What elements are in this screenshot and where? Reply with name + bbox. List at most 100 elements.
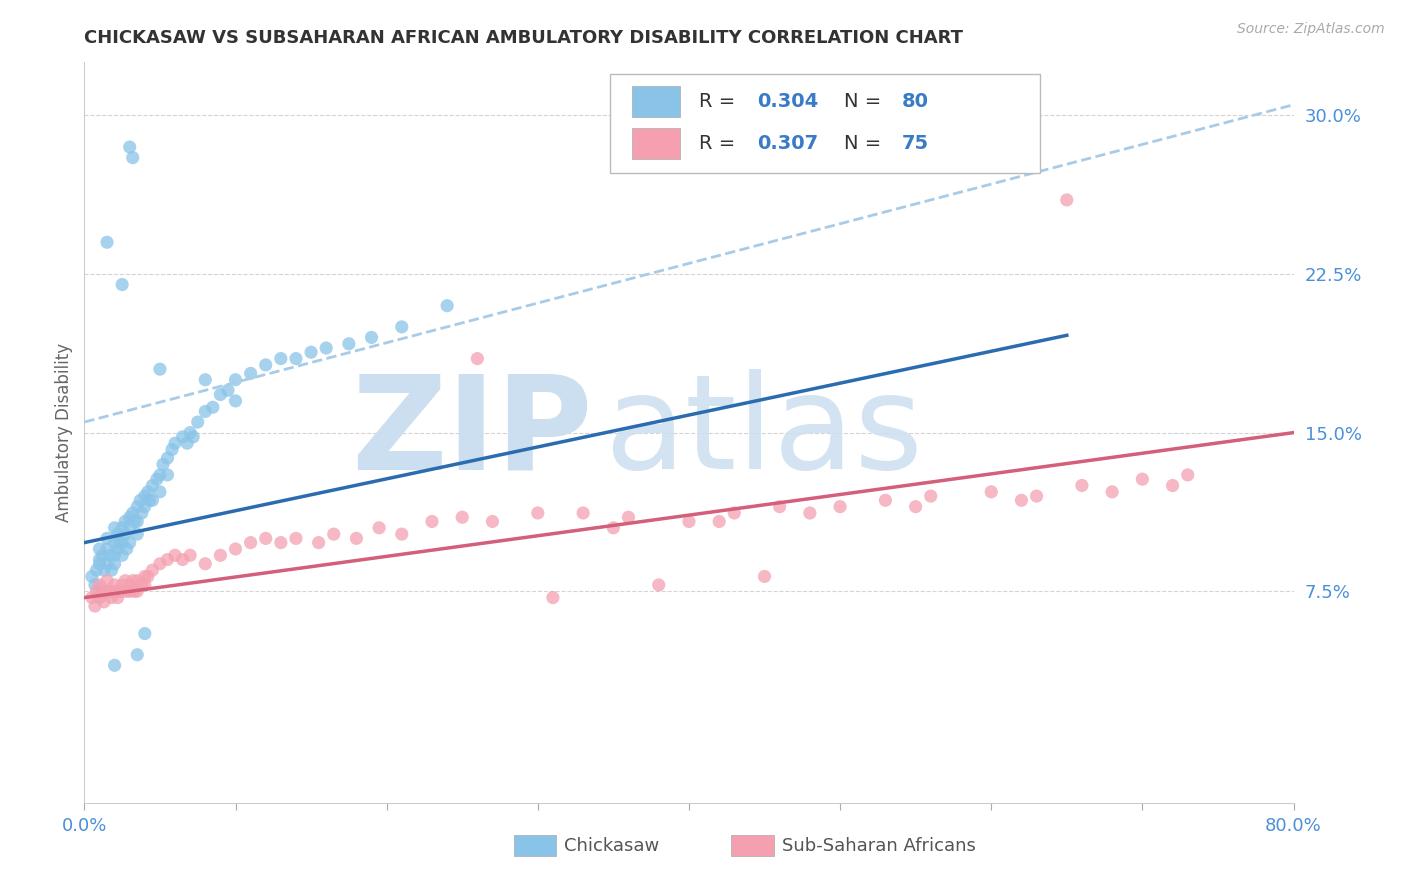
Point	[179, 549, 201, 563]
Point	[172, 430, 194, 444]
Point	[254, 532, 277, 546]
Point	[107, 527, 129, 541]
FancyBboxPatch shape	[731, 836, 773, 856]
Point	[134, 626, 156, 640]
Point	[89, 552, 111, 566]
Point	[138, 493, 160, 508]
Point	[436, 299, 458, 313]
Point	[118, 578, 141, 592]
Point	[121, 506, 143, 520]
Point	[108, 584, 131, 599]
Point	[541, 591, 564, 605]
Point	[1011, 493, 1033, 508]
Point	[391, 527, 413, 541]
Point	[86, 584, 108, 599]
Point	[181, 430, 204, 444]
Point	[115, 541, 138, 556]
Point	[920, 489, 942, 503]
Point	[160, 442, 183, 457]
Point	[149, 467, 172, 482]
Point	[322, 527, 344, 541]
Point	[209, 387, 232, 401]
Point	[89, 541, 111, 556]
FancyBboxPatch shape	[610, 73, 1039, 173]
Point	[91, 549, 114, 563]
Point	[121, 151, 143, 165]
Point	[131, 506, 153, 520]
Point	[602, 521, 624, 535]
Point	[134, 569, 156, 583]
Point	[89, 591, 111, 605]
Point	[118, 140, 141, 154]
Point	[98, 549, 121, 563]
Point	[89, 578, 111, 592]
Point	[100, 563, 122, 577]
Point	[572, 506, 595, 520]
Point	[111, 549, 134, 563]
Point	[754, 569, 776, 583]
Point	[1130, 472, 1153, 486]
Point	[136, 484, 159, 499]
Point	[723, 506, 745, 520]
Point	[165, 436, 187, 450]
Text: 80: 80	[901, 92, 929, 112]
Point	[617, 510, 640, 524]
Text: ZIP: ZIP	[350, 369, 592, 496]
Y-axis label: Ambulatory Disability: Ambulatory Disability	[55, 343, 73, 522]
Point	[830, 500, 852, 514]
Point	[122, 515, 145, 529]
Point	[194, 404, 217, 418]
Point	[451, 510, 474, 524]
Point	[1071, 478, 1094, 492]
Point	[114, 574, 136, 588]
Point	[127, 648, 149, 662]
Text: Chickasaw: Chickasaw	[564, 837, 659, 855]
Point	[111, 535, 134, 549]
Point	[118, 535, 141, 549]
Point	[114, 515, 136, 529]
Point	[104, 521, 127, 535]
Point	[114, 527, 136, 541]
Point	[149, 362, 172, 376]
Point	[134, 500, 156, 514]
Text: 0.307: 0.307	[756, 135, 818, 153]
Point	[678, 515, 700, 529]
Point	[285, 532, 308, 546]
Point	[93, 563, 115, 577]
Point	[104, 549, 127, 563]
Point	[80, 569, 103, 583]
Point	[156, 450, 179, 465]
Point	[270, 535, 292, 549]
Text: atlas: atlas	[605, 369, 924, 496]
Point	[904, 500, 927, 514]
Point	[308, 535, 330, 549]
Point	[481, 515, 503, 529]
Point	[141, 493, 163, 508]
Point	[315, 341, 337, 355]
Point	[239, 535, 262, 549]
Point	[129, 493, 152, 508]
FancyBboxPatch shape	[633, 128, 681, 160]
Point	[527, 506, 550, 520]
Point	[96, 584, 118, 599]
Point	[299, 345, 322, 359]
Point	[96, 532, 118, 546]
Point	[467, 351, 489, 366]
Point	[1025, 489, 1047, 503]
Point	[270, 351, 292, 366]
Point	[96, 541, 118, 556]
Point	[225, 541, 247, 556]
Point	[127, 527, 149, 541]
Point	[134, 489, 156, 503]
Point	[187, 415, 209, 429]
Point	[104, 578, 127, 592]
Point	[111, 584, 134, 599]
Point	[122, 584, 145, 599]
Text: R =: R =	[699, 92, 741, 112]
Text: R =: R =	[699, 135, 741, 153]
Point	[201, 401, 224, 415]
Point	[875, 493, 897, 508]
Point	[91, 584, 114, 599]
Point	[107, 591, 129, 605]
Point	[104, 658, 127, 673]
